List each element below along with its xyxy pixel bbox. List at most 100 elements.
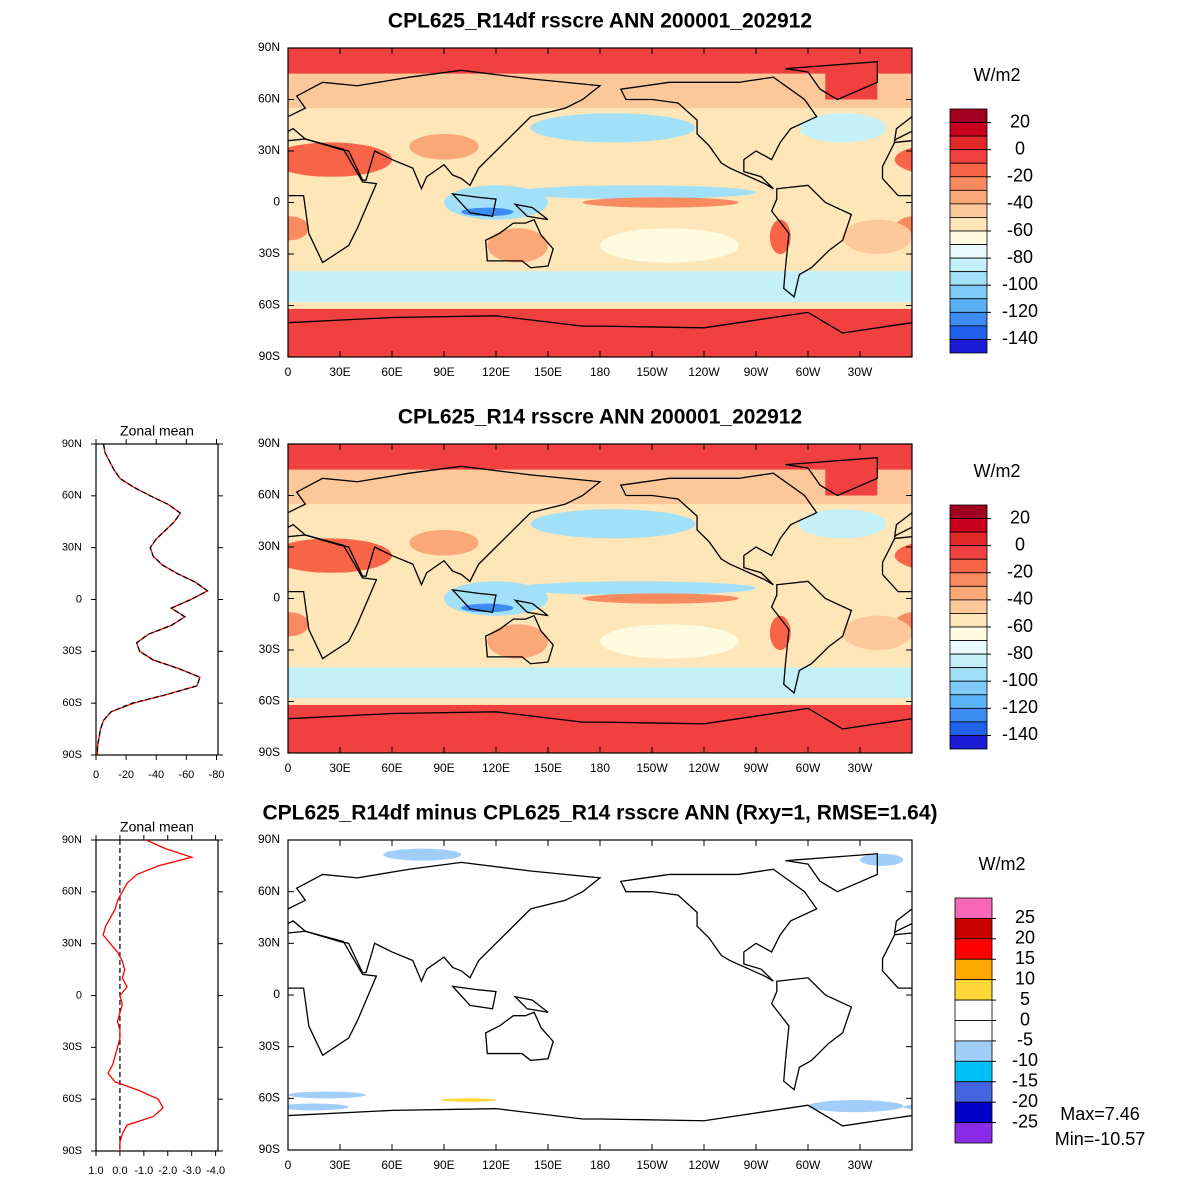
- coastline: [513, 203, 549, 221]
- field-patch: [513, 185, 757, 200]
- colorbar-box: [949, 518, 988, 533]
- lat-label: 90N: [258, 436, 280, 450]
- colorbar-box: [949, 613, 988, 628]
- lat-label: 60N: [62, 886, 82, 898]
- lat-label: 0: [76, 593, 82, 605]
- colorbar-box: [954, 938, 993, 960]
- coastline: [450, 589, 497, 613]
- coastline: [893, 511, 912, 539]
- colorbar-label: -20: [1007, 166, 1033, 186]
- colorbar-box: [949, 176, 988, 191]
- value-label: -20: [118, 769, 134, 781]
- field-patch: [799, 113, 887, 143]
- coastline: [599, 311, 912, 334]
- colorbar-label: 10: [1015, 968, 1035, 988]
- field-patch: [799, 509, 887, 539]
- field-patch: [600, 228, 739, 263]
- units-label: W/m2: [979, 854, 1026, 874]
- colorbar-label: -140: [1002, 724, 1038, 744]
- lat-label: 60S: [259, 298, 280, 312]
- lat-label: 30S: [259, 642, 280, 656]
- colorbar-label: -15: [1012, 1071, 1038, 1091]
- map-title: CPL625_R14 rsscre ANN 200001_202912: [398, 406, 802, 429]
- lat-label: 90N: [62, 438, 82, 450]
- field-patch: [409, 133, 479, 160]
- field-patch: [808, 1100, 904, 1113]
- colorbar-label: -100: [1002, 274, 1038, 294]
- coastline: [893, 115, 912, 143]
- colorbar-box: [954, 979, 993, 1001]
- field-band: [288, 308, 912, 357]
- field-band: [912, 444, 1200, 470]
- field-patch: [288, 142, 392, 177]
- lat-label: 90N: [258, 40, 280, 54]
- lon-label: 90W: [744, 365, 769, 379]
- colorbar-label: -5: [1017, 1030, 1033, 1050]
- coastline: [770, 184, 853, 299]
- lon-label: 120E: [482, 365, 510, 379]
- colorbar-box: [954, 1060, 993, 1083]
- colorbar-label: -140: [1002, 328, 1038, 348]
- coastline: [619, 868, 818, 982]
- lat-label: 60S: [62, 697, 82, 709]
- lon-label: 30E: [329, 1158, 350, 1172]
- field-patch: [288, 538, 392, 573]
- field-patch: [1111, 624, 1172, 658]
- lat-label: 0: [273, 987, 280, 1001]
- colorbar-label: 20: [1010, 507, 1030, 527]
- field-patch: [903, 1104, 912, 1110]
- coastline: [288, 315, 600, 327]
- coastline: [881, 932, 912, 989]
- lat-label: 60N: [62, 490, 82, 502]
- profile-title: Zonal mean: [120, 819, 194, 835]
- units-label: W/m2: [974, 461, 1021, 481]
- colorbar-label: -40: [1007, 193, 1033, 213]
- colorbar-label: -40: [1007, 589, 1033, 609]
- lon-label: 60E: [381, 365, 402, 379]
- lon-label: 150W: [636, 1158, 668, 1172]
- field-band: [288, 73, 912, 109]
- lon-label: 180: [590, 1158, 610, 1172]
- lat-label: 60N: [258, 92, 280, 106]
- colorbar-label: 0: [1015, 534, 1025, 554]
- field-patch: [1155, 113, 1200, 142]
- field-patch: [842, 219, 912, 254]
- colorbar-box: [954, 958, 993, 981]
- lon-label: 30W: [848, 761, 873, 775]
- colorbar-label: -120: [1002, 697, 1038, 717]
- coastline: [785, 61, 878, 101]
- field-patch: [1085, 208, 1137, 217]
- colorbar-label: 0: [1015, 138, 1025, 158]
- colorbar-box: [949, 271, 988, 286]
- colorbar-label: 20: [1010, 111, 1030, 131]
- coastline: [288, 465, 602, 587]
- colorbar-box: [949, 626, 988, 641]
- field-patch: [440, 1098, 496, 1102]
- lon-label: 90E: [433, 365, 454, 379]
- coastline: [484, 1011, 554, 1062]
- field-patch: [487, 228, 548, 263]
- lat-label: 60S: [259, 1091, 280, 1105]
- field-patch: [1155, 509, 1200, 538]
- colorbar-box: [949, 653, 988, 669]
- lon-label: 150E: [534, 761, 562, 775]
- colorbar-box: [949, 311, 988, 327]
- field-patch: [600, 624, 739, 659]
- field-patch: [1137, 185, 1200, 199]
- colorbar-box: [949, 149, 988, 164]
- field-patch: [582, 197, 739, 208]
- profile-frame: [95, 443, 219, 756]
- field-band: [201, 58, 253, 99]
- map-background: [288, 840, 912, 1150]
- lat-label: 90S: [62, 749, 82, 761]
- coastline: [881, 536, 912, 593]
- coastline: [450, 985, 497, 1010]
- field-patch: [383, 848, 462, 861]
- colorbar-label: 25: [1015, 907, 1035, 927]
- colorbar-box: [949, 558, 988, 574]
- lat-label: 60S: [62, 1093, 82, 1105]
- field-patch: [1068, 185, 1172, 219]
- lat-label: 0: [76, 989, 82, 1001]
- stat-annotation: Max=7.46: [1060, 1104, 1140, 1124]
- map-title: CPL625_R14df minus CPL625_R14 rsscre ANN…: [262, 802, 937, 825]
